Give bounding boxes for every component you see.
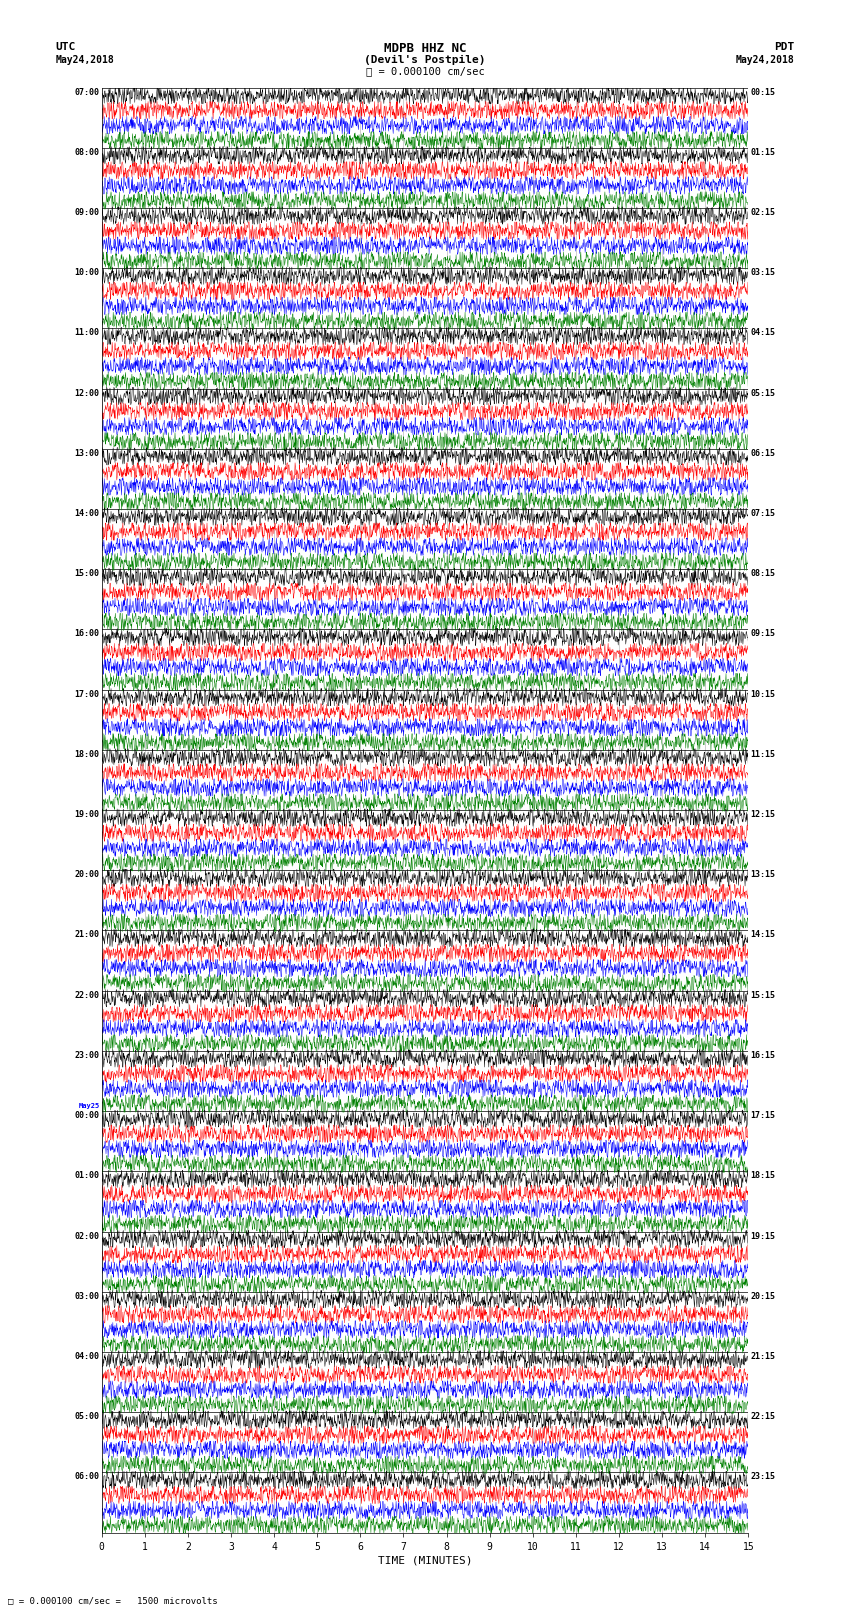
Text: 04:00: 04:00 [75, 1352, 99, 1361]
Text: 02:15: 02:15 [751, 208, 775, 218]
Text: 20:00: 20:00 [75, 871, 99, 879]
Text: 01:15: 01:15 [751, 148, 775, 156]
Text: □ = 0.000100 cm/sec =   1500 microvolts: □ = 0.000100 cm/sec = 1500 microvolts [8, 1595, 218, 1605]
X-axis label: TIME (MINUTES): TIME (MINUTES) [377, 1557, 473, 1566]
Text: 14:15: 14:15 [751, 931, 775, 939]
Text: 15:15: 15:15 [751, 990, 775, 1000]
Text: 05:00: 05:00 [75, 1411, 99, 1421]
Text: MDPB HHZ NC: MDPB HHZ NC [383, 42, 467, 55]
Text: 01:00: 01:00 [75, 1171, 99, 1181]
Text: 15:00: 15:00 [75, 569, 99, 577]
Text: 23:00: 23:00 [75, 1052, 99, 1060]
Text: May24,2018: May24,2018 [55, 55, 114, 65]
Text: 07:15: 07:15 [751, 510, 775, 518]
Text: 21:00: 21:00 [75, 931, 99, 939]
Text: 03:15: 03:15 [751, 268, 775, 277]
Text: 07:00: 07:00 [75, 87, 99, 97]
Text: 19:15: 19:15 [751, 1231, 775, 1240]
Text: 00:15: 00:15 [751, 87, 775, 97]
Text: 13:15: 13:15 [751, 871, 775, 879]
Text: (Devil's Postpile): (Devil's Postpile) [365, 55, 485, 65]
Text: 22:15: 22:15 [751, 1411, 775, 1421]
Text: 22:00: 22:00 [75, 990, 99, 1000]
Text: 18:15: 18:15 [751, 1171, 775, 1181]
Text: 02:00: 02:00 [75, 1231, 99, 1240]
Text: 17:15: 17:15 [751, 1111, 775, 1119]
Text: 16:15: 16:15 [751, 1052, 775, 1060]
Text: 21:15: 21:15 [751, 1352, 775, 1361]
Text: 19:00: 19:00 [75, 810, 99, 819]
Text: 12:15: 12:15 [751, 810, 775, 819]
Text: 12:00: 12:00 [75, 389, 99, 398]
Text: 23:15: 23:15 [751, 1473, 775, 1481]
Text: 08:00: 08:00 [75, 148, 99, 156]
Text: 18:00: 18:00 [75, 750, 99, 758]
Text: May24,2018: May24,2018 [736, 55, 795, 65]
Text: 10:00: 10:00 [75, 268, 99, 277]
Text: 08:15: 08:15 [751, 569, 775, 577]
Text: 06:15: 06:15 [751, 448, 775, 458]
Text: May25: May25 [78, 1103, 99, 1108]
Text: 16:00: 16:00 [75, 629, 99, 639]
Text: UTC: UTC [55, 42, 76, 52]
Text: 14:00: 14:00 [75, 510, 99, 518]
Text: 06:00: 06:00 [75, 1473, 99, 1481]
Text: PDT: PDT [774, 42, 795, 52]
Text: 17:00: 17:00 [75, 690, 99, 698]
Text: 20:15: 20:15 [751, 1292, 775, 1300]
Text: 11:15: 11:15 [751, 750, 775, 758]
Text: 05:15: 05:15 [751, 389, 775, 398]
Text: 09:00: 09:00 [75, 208, 99, 218]
Text: 04:15: 04:15 [751, 329, 775, 337]
Text: 00:00: 00:00 [75, 1111, 99, 1119]
Text: 09:15: 09:15 [751, 629, 775, 639]
Text: 11:00: 11:00 [75, 329, 99, 337]
Text: 10:15: 10:15 [751, 690, 775, 698]
Text: 13:00: 13:00 [75, 448, 99, 458]
Text: ⎸ = 0.000100 cm/sec: ⎸ = 0.000100 cm/sec [366, 66, 484, 76]
Text: 03:00: 03:00 [75, 1292, 99, 1300]
